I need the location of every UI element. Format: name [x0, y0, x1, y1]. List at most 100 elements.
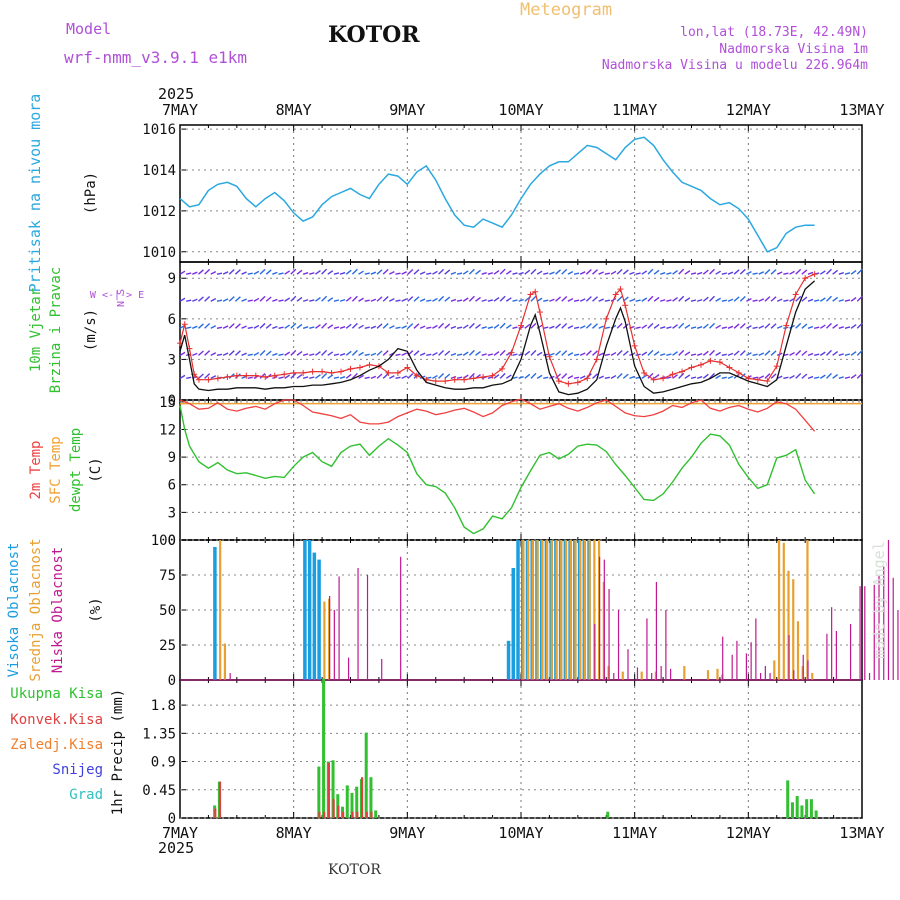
wind-barb: [814, 353, 820, 357]
cloud-bar-low: [802, 654, 804, 680]
wind-barb: [690, 326, 697, 329]
wind-barb: [302, 376, 309, 380]
wind-barb: [228, 323, 235, 329]
wind-barb: [351, 295, 358, 302]
precip-bar-total: [790, 802, 794, 818]
wind-barb: [382, 323, 389, 329]
wind-barb: [339, 326, 346, 329]
wind-barb: [370, 271, 377, 275]
wind-barb: [746, 325, 752, 329]
wind-barb: [432, 374, 438, 379]
y-tick-label-cloud: 50: [159, 603, 176, 619]
cloud-bar-low: [617, 610, 620, 680]
precip-bar-total: [355, 786, 359, 818]
x-tick-label-bottom: 13MAY: [839, 824, 884, 842]
wind-barb: [604, 326, 610, 329]
wind-barb: [204, 268, 211, 275]
wind-barb: [468, 295, 475, 302]
wind-barb: [389, 375, 395, 379]
wind-barb: [419, 271, 426, 275]
x-tick-label-bottom: 11MAY: [612, 824, 657, 842]
wind-barb: [616, 268, 623, 275]
wind-barb: [598, 375, 604, 379]
wind-barb: [438, 372, 445, 379]
wind-barb: [690, 353, 697, 357]
wind-barb: [856, 372, 863, 379]
cloud-bar-low: [329, 596, 331, 680]
wind-barb: [315, 351, 321, 356]
wind-barb: [739, 323, 746, 329]
wind-subtitle: Brzina i Pravac: [48, 267, 64, 393]
wind-barb: [838, 376, 844, 380]
wind-barb: [444, 373, 451, 379]
wind-barb: [321, 349, 328, 356]
cloud-bar-low: [660, 666, 662, 680]
product-name: Meteogram: [520, 0, 613, 20]
precip-bar-convective: [356, 811, 359, 818]
wind-barb: [733, 323, 740, 329]
cloud-bar-low: [887, 540, 890, 680]
wind-barb: [660, 326, 666, 329]
wind-barb: [302, 299, 309, 302]
wind-barb: [198, 296, 204, 302]
cloud-bar-mid: [564, 540, 568, 680]
wind-barb: [444, 323, 451, 329]
wind-barb: [678, 268, 685, 275]
cloud-bar-mid: [792, 579, 795, 680]
wind-barb: [487, 353, 494, 357]
wind-barb: [370, 298, 377, 302]
wind-barb: [832, 323, 839, 329]
wind-barb: [234, 350, 241, 356]
wind-barb: [432, 324, 438, 329]
wind-barb: [222, 271, 229, 275]
cloud-bar-mid: [640, 671, 643, 680]
wind-barb: [198, 323, 204, 329]
wind-barb: [690, 299, 697, 302]
wind-barb: [278, 353, 284, 357]
wind-barb: [641, 297, 648, 302]
wind-barb: [660, 272, 666, 275]
wind-barb: [234, 269, 241, 275]
precip-bar-total: [795, 796, 799, 818]
wind-barb: [487, 376, 494, 380]
wind-barb: [783, 299, 789, 302]
wind-barb: [265, 296, 272, 302]
wind-barb: [783, 376, 789, 380]
wind-barb: [222, 352, 229, 356]
wind-barb: [444, 350, 451, 356]
wind-compass-ns: N S: [116, 289, 127, 307]
cloud-bar-high: [312, 552, 317, 680]
wind-barb: [210, 352, 217, 356]
wind-barb: [499, 295, 506, 302]
wind-barb: [278, 272, 284, 275]
wind-barb: [579, 375, 586, 379]
wind-barb: [770, 296, 777, 302]
wind-barb: [752, 326, 758, 329]
wind-barb: [345, 373, 352, 379]
y-tick-label-temp: 0: [168, 533, 176, 549]
wind-barb: [234, 323, 241, 329]
wind-barb: [622, 350, 629, 356]
wind-barb: [739, 295, 746, 302]
wind-barb: [530, 322, 537, 329]
wind-barb: [814, 299, 820, 302]
wind-barb: [284, 297, 291, 302]
wind-barb: [592, 350, 598, 356]
wind-barb: [382, 295, 389, 302]
x-tick-label-top: 13MAY: [839, 101, 884, 119]
wind-barb: [764, 323, 771, 329]
wind-barb: [475, 323, 481, 329]
x-tick-label-top: 8MAY: [276, 101, 312, 119]
precip-bar-convective: [318, 811, 321, 818]
temp-ylabel: (C): [88, 457, 104, 482]
wind-barb: [770, 350, 777, 356]
wind-barb: [419, 352, 426, 356]
wind-barb: [198, 269, 204, 275]
cloud-bar-low: [357, 568, 359, 680]
wind-barb: [290, 268, 297, 275]
wind-barb: [555, 269, 562, 275]
cloud-bar-mid: [683, 666, 686, 680]
cloud-bar-mid: [323, 601, 326, 680]
wind-barb: [573, 376, 580, 380]
